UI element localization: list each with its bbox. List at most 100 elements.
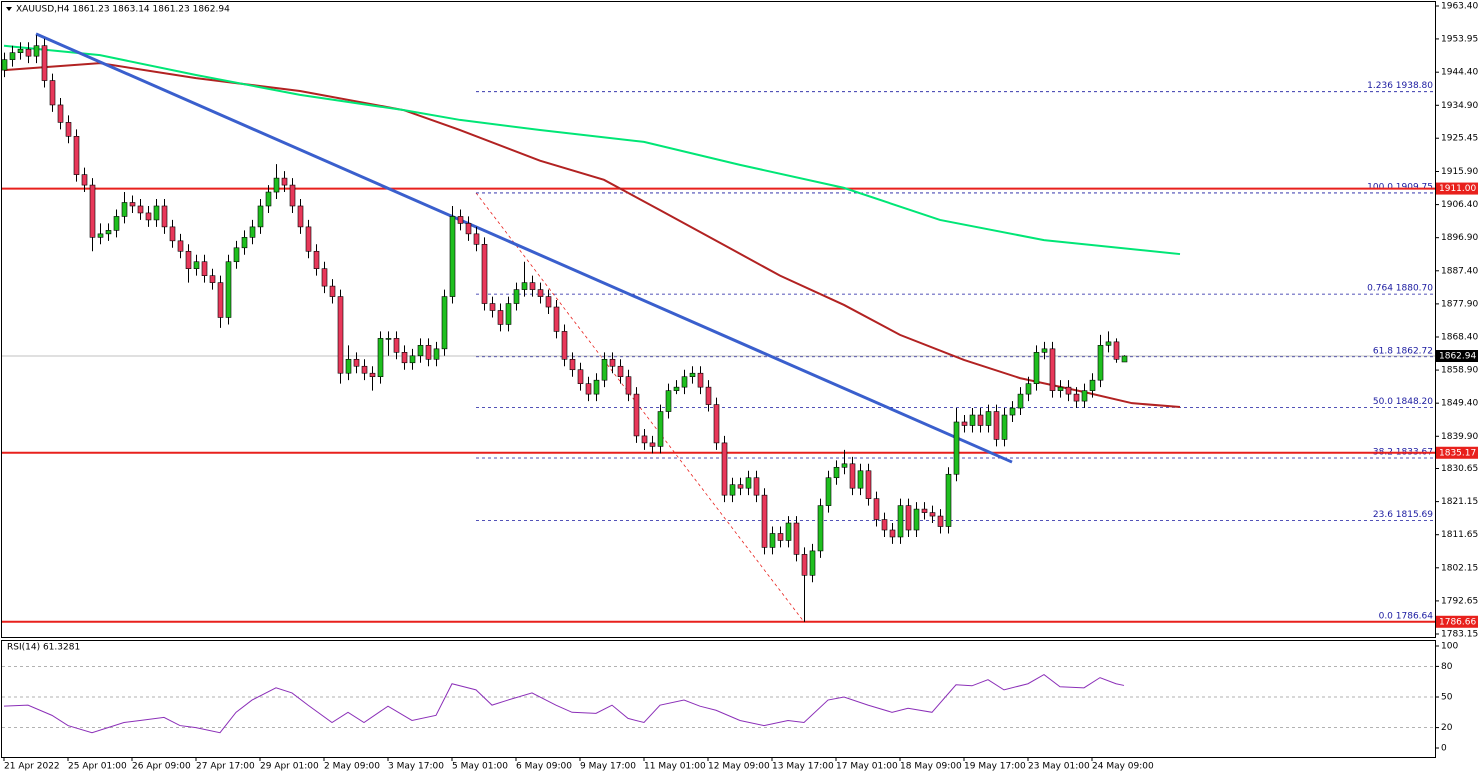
- candle-body: [657, 411, 664, 447]
- candle-body: [569, 358, 576, 371]
- candle-body: [945, 473, 952, 527]
- price-label-box: [1436, 446, 1478, 459]
- y-tick-label: 1887.40: [1441, 266, 1478, 276]
- candle-body: [505, 303, 512, 325]
- candle-body: [1041, 348, 1048, 353]
- y-tick-label: 1906.40: [1441, 200, 1478, 210]
- x-tick-label: 9 May 17:00: [580, 762, 636, 772]
- candle-body: [665, 390, 672, 412]
- candle-body: [81, 174, 88, 186]
- x-tick-label: 11 May 01:00: [644, 762, 706, 772]
- candle-body: [41, 45, 48, 81]
- candle-body: [401, 352, 408, 364]
- price-label: 1911.00: [1439, 184, 1476, 194]
- candle-body: [377, 338, 384, 378]
- candle-body: [257, 205, 264, 228]
- candle-body: [825, 477, 832, 506]
- candle-body: [145, 212, 152, 221]
- x-tick-label: 18 May 09:00: [900, 762, 962, 772]
- rsi-title: RSI(14) 61.3281: [7, 643, 80, 653]
- candle-body: [625, 376, 632, 395]
- rsi-tick-label: 50: [1441, 693, 1453, 703]
- x-tick-label: 24 May 09:00: [1092, 762, 1154, 772]
- candle-body: [929, 512, 936, 517]
- candle-body: [585, 383, 592, 395]
- fib-label: 23.6 1815.69: [1373, 510, 1433, 520]
- candle-body: [761, 494, 768, 548]
- candle-body: [705, 386, 712, 405]
- candle-body: [977, 414, 984, 426]
- price-label-box: [1436, 615, 1478, 628]
- collapse-icon: [6, 7, 12, 11]
- candle-body: [697, 372, 704, 388]
- candle-body: [793, 522, 800, 555]
- candle-body: [1033, 352, 1040, 384]
- candle-body: [265, 191, 272, 207]
- fib-label: 0.764 1880.70: [1367, 284, 1433, 294]
- candle-body: [369, 372, 376, 378]
- candle-body: [337, 296, 344, 374]
- candle-body: [497, 310, 504, 325]
- candle-body: [905, 505, 912, 531]
- candle-body: [185, 250, 192, 269]
- candle-body: [745, 477, 752, 489]
- candle-body: [713, 404, 720, 444]
- candle-body: [513, 289, 520, 304]
- symbol-header: XAUUSD,H4 1861.23 1863.14 1861.23 1862.9…: [16, 5, 230, 15]
- candle-body: [1065, 386, 1072, 395]
- candle-body: [153, 205, 160, 221]
- moving-average: [3, 44, 1181, 256]
- candle-body: [225, 261, 232, 318]
- candle-body: [649, 442, 656, 447]
- candle-body: [481, 244, 488, 304]
- y-tick-label: 1896.90: [1441, 233, 1478, 243]
- candle-body: [241, 237, 248, 249]
- candle-body: [289, 184, 296, 207]
- candle-body: [129, 202, 136, 207]
- y-tick-label: 1849.40: [1441, 399, 1478, 409]
- fib-label: 1.236 1938.80: [1367, 81, 1433, 91]
- x-tick-label: 19 May 17:00: [964, 762, 1026, 772]
- candle-body: [1121, 355, 1128, 363]
- candle-body: [417, 345, 424, 357]
- candle-body: [889, 529, 896, 538]
- candle-body: [673, 386, 680, 391]
- candle-body: [249, 226, 256, 238]
- rsi-tick-label: 100: [1441, 642, 1458, 652]
- candle-body: [457, 216, 464, 224]
- x-tick-label: 26 Apr 09:00: [132, 762, 191, 772]
- candle-body: [321, 268, 328, 287]
- fib-label: 100.0 1909.75: [1367, 182, 1433, 192]
- x-tick-label: 25 Apr 01:00: [68, 762, 127, 772]
- y-tick-label: 1925.45: [1441, 134, 1478, 144]
- candle-body: [89, 184, 96, 238]
- candle-body: [113, 216, 120, 231]
- candle-body: [489, 303, 496, 311]
- candle-body: [729, 484, 736, 496]
- candle-body: [873, 498, 880, 520]
- y-tick-label: 1944.40: [1441, 68, 1478, 78]
- candle-body: [361, 365, 368, 374]
- candle-body: [1017, 393, 1024, 409]
- x-tick-label: 29 Apr 01:00: [260, 762, 319, 772]
- candle-body: [617, 365, 624, 378]
- candle-body: [721, 442, 728, 496]
- rsi-tick-label: 20: [1441, 723, 1453, 733]
- candle-body: [841, 463, 848, 468]
- candle-body: [985, 411, 992, 426]
- candle-body: [385, 338, 392, 340]
- candle-body: [1009, 407, 1016, 416]
- candle-body: [913, 508, 920, 531]
- candle-body: [201, 261, 208, 276]
- candle-body: [97, 233, 104, 238]
- candle-body: [593, 379, 600, 395]
- candle-body: [1089, 379, 1096, 391]
- current-price-label: 1862.94: [1439, 352, 1476, 362]
- candle-body: [393, 338, 400, 353]
- rsi-line: [3, 673, 1125, 734]
- candle-body: [921, 508, 928, 513]
- y-tick-label: 1963.40: [1441, 2, 1478, 12]
- candle-body: [881, 519, 888, 531]
- candle-body: [961, 421, 968, 426]
- candle-body: [65, 122, 72, 137]
